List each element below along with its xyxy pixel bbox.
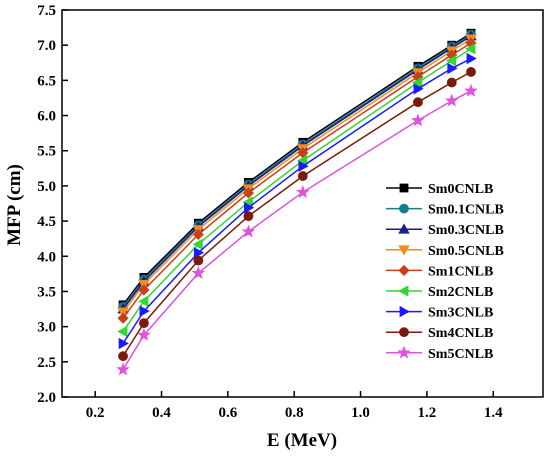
data-point (244, 202, 255, 214)
legend-marker (398, 223, 410, 234)
x-tick-label: 0.6 (218, 405, 237, 421)
legend-marker (398, 245, 410, 256)
legend-label: Sm0.3CNLB (428, 223, 504, 238)
legend-marker (399, 327, 409, 338)
data-point (192, 228, 204, 241)
legend-label: Sm0CNLB (428, 182, 493, 197)
legend-marker (398, 264, 410, 276)
data-point (139, 305, 150, 317)
series-group (116, 28, 478, 376)
plot-frame (61, 9, 544, 398)
data-point (411, 113, 425, 127)
legend-marker (397, 345, 411, 359)
legend-label: Sm5CNLB (428, 347, 493, 362)
data-point (447, 62, 458, 75)
data-point (466, 52, 477, 65)
series-line-8 (122, 90, 472, 370)
data-point (413, 83, 424, 95)
x-tick-label: 1.4 (484, 405, 503, 421)
data-point (296, 185, 310, 199)
series-line-4 (122, 42, 472, 319)
y-tick-label: 3.5 (37, 284, 56, 300)
data-point (117, 325, 128, 338)
series-line-3 (122, 38, 472, 313)
legend-label: Sm1CNLB (428, 264, 493, 279)
data-point (242, 187, 254, 199)
y-tick-label: 7.5 (37, 3, 56, 19)
y-tick-label: 4.0 (37, 249, 56, 265)
y-tick-label: 6.5 (37, 73, 56, 89)
legend-marker (398, 285, 409, 297)
data-point (464, 83, 478, 97)
legend-label: Sm4CNLB (428, 326, 493, 341)
legend-marker (399, 305, 410, 318)
series-line-2 (122, 35, 472, 310)
data-point (117, 307, 129, 318)
y-tick-label: 4.5 (37, 214, 56, 230)
data-point (138, 284, 150, 296)
data-point (117, 312, 129, 324)
legend-marker (399, 203, 409, 214)
legend-label: Sm2CNLB (428, 285, 493, 300)
data-point (193, 255, 204, 266)
data-point (444, 93, 459, 107)
y-tick-label: 7.0 (37, 38, 56, 54)
data-point (137, 327, 151, 341)
y-axis-title: MFP (cm) (4, 164, 25, 246)
legend-label: Sm0.1CNLB (428, 203, 504, 218)
data-point (118, 337, 129, 350)
data-point (466, 67, 476, 77)
data-point (298, 160, 309, 172)
data-point (139, 318, 149, 329)
y-tick-label: 5.5 (37, 144, 56, 160)
data-point (465, 43, 476, 55)
x-tick-label: 0.4 (152, 405, 171, 421)
axis-ticks: 0.2 0.4 0.6 0.8 1.0 1.2 1.4 2.0 2.5 3.0 3.5 4.0 4.5 5… (37, 3, 503, 421)
data-point (445, 54, 457, 67)
series-line-0 (122, 32, 472, 306)
series-line-6 (122, 57, 472, 344)
data-point (138, 295, 149, 307)
data-point (297, 171, 308, 181)
y-tick-label: 3.0 (37, 320, 56, 336)
x-tick-label: 1.2 (418, 405, 437, 421)
x-tick-label: 0.8 (285, 405, 304, 421)
y-tick-label: 6.0 (37, 109, 56, 125)
series-line-7 (122, 71, 472, 357)
series-line-1 (122, 33, 472, 308)
y-tick-label: 5.0 (37, 179, 56, 195)
data-point (446, 77, 457, 88)
legend-label: Sm3CNLB (428, 306, 493, 321)
legend-label: Sm0.5CNLB (428, 244, 504, 259)
data-point (412, 76, 423, 89)
y-tick-label: 2.5 (37, 355, 56, 371)
legend-marker (399, 183, 409, 193)
data-point (116, 362, 130, 376)
data-point (118, 351, 128, 362)
data-point (192, 238, 203, 250)
data-point (243, 211, 254, 222)
data-point (191, 266, 206, 279)
legend: Sm0CNLB Sm0.1CNLB Sm0.3CNLB Sm0.5CNLB Sm1CNL… (386, 182, 504, 362)
x-tick-label: 0.2 (86, 405, 105, 421)
y-tick-label: 2.0 (37, 390, 56, 406)
data-point (413, 97, 423, 108)
series-line-5 (122, 48, 472, 333)
data-point (193, 247, 205, 259)
x-axis-title: E (MeV) (267, 430, 337, 451)
x-tick-label: 1.0 (351, 405, 370, 421)
data-point (241, 224, 256, 238)
